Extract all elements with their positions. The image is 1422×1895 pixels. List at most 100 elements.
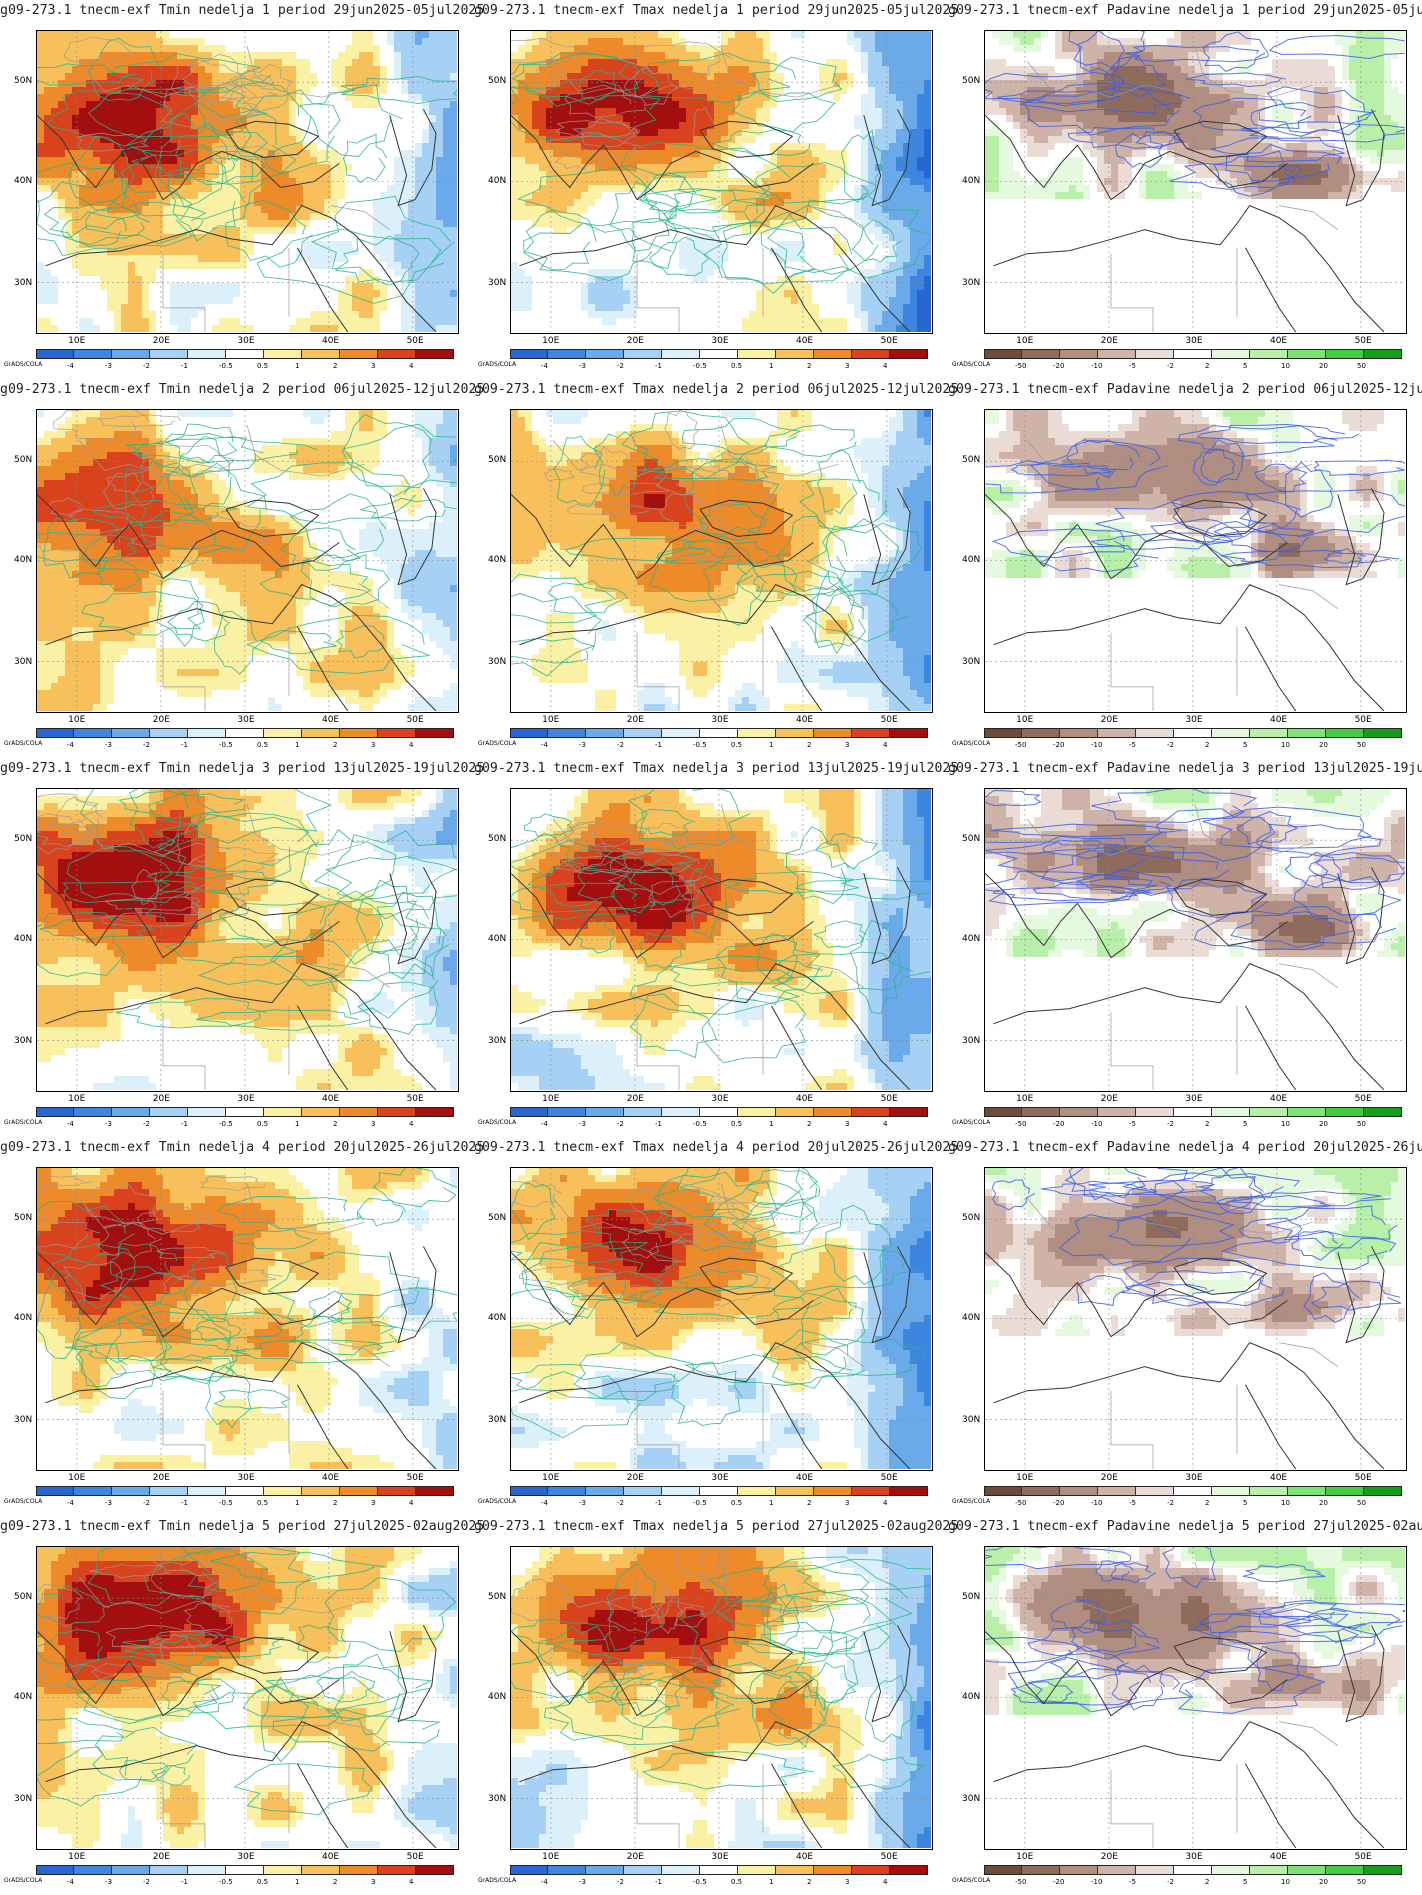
colorbar-tick-label: -4 <box>541 362 548 370</box>
longitude-label: 10E <box>542 1852 559 1862</box>
colorbar-swatch <box>510 728 548 738</box>
colorbar-tick-label: 2 <box>333 362 337 370</box>
precipitation-anomaly-map <box>984 30 1407 334</box>
colorbar-swatch <box>1250 1107 1288 1117</box>
colorbar-swatch <box>416 728 454 738</box>
colorbar-swatch <box>188 349 226 359</box>
colorbar-swatch <box>700 1865 738 1875</box>
colorbar-swatch <box>890 349 928 359</box>
longitude-label: 40E <box>796 715 813 725</box>
longitude-label: 40E <box>1270 1473 1287 1483</box>
colorbar <box>984 1486 1402 1496</box>
colorbar-swatch <box>1022 1486 1060 1496</box>
latitude-label: 30N <box>14 1794 32 1804</box>
colorbar-tick-label: 2 <box>1205 1878 1209 1886</box>
grads-credit: GrADS/COLA <box>952 361 990 368</box>
grads-credit: GrADS/COLA <box>478 1119 516 1126</box>
map-panel: g09-273.1 tnecm-exf Tmax nedelja 1 perio… <box>474 0 958 379</box>
colorbar-tick-label: -1 <box>181 1120 188 1128</box>
colorbar-tick-label: 1 <box>295 362 299 370</box>
colorbar-swatch <box>1364 1107 1402 1117</box>
colorbar-swatch <box>1326 1486 1364 1496</box>
colorbar-tick-label: 2 <box>1205 1120 1209 1128</box>
colorbar-swatch <box>150 1107 188 1117</box>
colorbar-swatch <box>662 1107 700 1117</box>
colorbar-tick-label: 1 <box>295 1878 299 1886</box>
longitude-label: 20E <box>1101 1852 1118 1862</box>
colorbar-swatch <box>112 1865 150 1875</box>
colorbar-tick-label: -2 <box>617 1878 624 1886</box>
colorbar-tick-label: -2 <box>1167 741 1174 749</box>
colorbar-tick-label: 10 <box>1281 1499 1290 1507</box>
colorbar-swatch <box>814 1865 852 1875</box>
colorbar-swatch <box>1174 1107 1212 1117</box>
latitude-label: 40N <box>488 555 506 565</box>
colorbar <box>36 728 454 738</box>
colorbar-tick-label: -3 <box>579 741 586 749</box>
colorbar-tick-label: -1 <box>181 1499 188 1507</box>
colorbar-tick-label: 5 <box>1243 362 1247 370</box>
colorbar-swatch <box>1022 349 1060 359</box>
colorbar-tick-label: 2 <box>333 741 337 749</box>
longitude-label: 50E <box>407 1094 424 1104</box>
colorbar-swatch <box>226 349 264 359</box>
colorbar-swatch <box>662 1865 700 1875</box>
panel-title: g09-273.1 tnecm-exf Tmax nedelja 1 perio… <box>474 3 958 18</box>
panel-title: g09-273.1 tnecm-exf Tmin nedelja 2 perio… <box>0 382 484 397</box>
colorbar-tick-label: -4 <box>67 741 74 749</box>
colorbar-tick-label: 20 <box>1319 1878 1328 1886</box>
longitude-label: 40E <box>322 1473 339 1483</box>
colorbar-tick-label: -2 <box>617 1120 624 1128</box>
colorbar-tick-label: -4 <box>541 1120 548 1128</box>
longitude-label: 40E <box>796 336 813 346</box>
colorbar-swatch <box>1250 1486 1288 1496</box>
colorbar-tick-label: 0.5 <box>731 362 742 370</box>
colorbar-swatch <box>378 1486 416 1496</box>
colorbar-tick-label: 50 <box>1357 741 1366 749</box>
longitude-label: 30E <box>711 715 728 725</box>
colorbar-swatch <box>586 1486 624 1496</box>
colorbar-tick-label: 0.5 <box>257 362 268 370</box>
latitude-label: 40N <box>962 1692 980 1702</box>
colorbar-tick-label: -1 <box>181 362 188 370</box>
map-panel: g09-273.1 tnecm-exf Tmax nedelja 3 perio… <box>474 758 958 1137</box>
colorbar-tick-label: -20 <box>1053 1878 1064 1886</box>
colorbar-tick-label: 3 <box>845 1499 849 1507</box>
longitude-label: 50E <box>407 1852 424 1862</box>
colorbar-tick-label: 1 <box>769 1499 773 1507</box>
latitude-label: 50N <box>962 1213 980 1223</box>
longitude-label: 10E <box>542 1094 559 1104</box>
longitude-label: 20E <box>153 336 170 346</box>
grads-credit: GrADS/COLA <box>478 740 516 747</box>
colorbar-tick-label: 5 <box>1243 1878 1247 1886</box>
colorbar-tick-label: -2 <box>143 1878 150 1886</box>
colorbar-swatch <box>1022 1865 1060 1875</box>
precipitation-anomaly-map <box>984 1167 1407 1471</box>
latitude-label: 30N <box>962 657 980 667</box>
grads-credit: GrADS/COLA <box>4 1877 42 1884</box>
latitude-label: 50N <box>14 1592 32 1602</box>
latitude-label: 30N <box>488 657 506 667</box>
colorbar-swatch <box>776 1865 814 1875</box>
colorbar-swatch <box>1326 1107 1364 1117</box>
colorbar-tick-label: -50 <box>1015 1878 1026 1886</box>
colorbar-tick-label: -2 <box>617 1499 624 1507</box>
map-panel: g09-273.1 tnecm-exf Padavine nedelja 3 p… <box>948 758 1422 1137</box>
colorbar-swatch <box>984 349 1022 359</box>
longitude-label: 40E <box>1270 1852 1287 1862</box>
colorbar-tick-label: -1 <box>655 1120 662 1128</box>
colorbar-swatch <box>74 1865 112 1875</box>
colorbar-tick-label: -3 <box>579 362 586 370</box>
latitude-label: 50N <box>14 76 32 86</box>
longitude-label: 10E <box>542 336 559 346</box>
colorbar-tick-label: 1 <box>295 741 299 749</box>
panel-title: g09-273.1 tnecm-exf Tmax nedelja 5 perio… <box>474 1519 958 1534</box>
colorbar-swatch <box>188 1865 226 1875</box>
precipitation-anomaly-map <box>984 788 1407 1092</box>
colorbar-swatch <box>1288 1865 1326 1875</box>
colorbar-swatch <box>226 1865 264 1875</box>
colorbar-swatch <box>36 728 74 738</box>
colorbar-tick-label: 1 <box>769 741 773 749</box>
longitude-label: 30E <box>237 1094 254 1104</box>
